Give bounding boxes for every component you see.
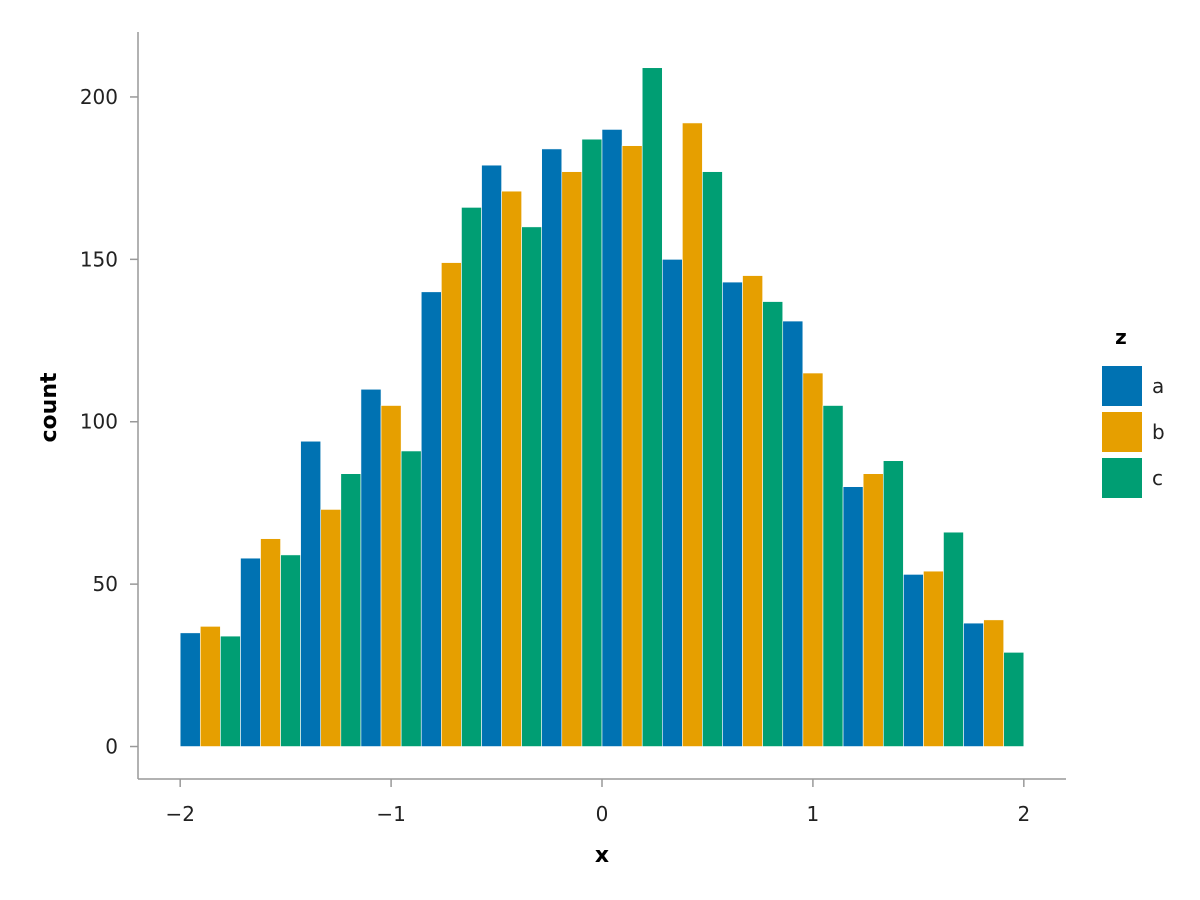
y-tick-label: 200 xyxy=(80,85,118,109)
bar-b-4 xyxy=(441,262,462,747)
bar-a-8 xyxy=(662,259,683,747)
bar-a-0 xyxy=(179,632,201,747)
x-tick-label: −2 xyxy=(165,802,194,826)
bar-b-9 xyxy=(742,275,763,747)
bars-group xyxy=(179,67,1025,747)
bar-b-12 xyxy=(923,570,944,747)
y-tick-label: 0 xyxy=(105,735,118,759)
bar-a-10 xyxy=(782,320,804,747)
bar-c-9 xyxy=(762,301,784,747)
legend-label-c: c xyxy=(1152,466,1163,490)
x-axis-title: x xyxy=(595,843,609,868)
bar-b-13 xyxy=(983,619,1005,747)
legend-swatch-b xyxy=(1102,412,1142,452)
bar-c-3 xyxy=(400,450,422,747)
bar-c-12 xyxy=(943,531,964,747)
bar-b-7 xyxy=(621,145,643,747)
bar-a-7 xyxy=(601,129,623,747)
legend-label-b: b xyxy=(1152,420,1165,444)
legend: z abc xyxy=(1102,325,1165,498)
bar-c-8 xyxy=(702,171,723,747)
legend-swatch-c xyxy=(1102,458,1142,498)
bar-c-13 xyxy=(1003,652,1025,747)
bar-a-1 xyxy=(240,557,261,747)
x-tick-label: 0 xyxy=(596,802,609,826)
bar-b-3 xyxy=(380,405,402,747)
legend-swatch-a xyxy=(1102,366,1142,406)
bar-c-6 xyxy=(581,138,603,747)
bar-a-13 xyxy=(963,622,984,747)
bar-b-2 xyxy=(320,509,342,747)
bar-c-1 xyxy=(280,554,301,747)
bar-a-11 xyxy=(842,486,864,747)
bar-b-6 xyxy=(561,171,583,747)
bar-c-11 xyxy=(882,460,904,747)
bar-a-4 xyxy=(420,291,442,747)
y-ticks-group: 0 50 100 150 200 xyxy=(80,85,138,759)
bar-b-0 xyxy=(199,626,221,747)
bar-c-4 xyxy=(461,207,482,747)
y-tick-label: 100 xyxy=(80,410,118,434)
bar-a-6 xyxy=(541,148,563,747)
bar-b-8 xyxy=(682,122,703,747)
bar-a-9 xyxy=(722,281,743,747)
bar-a-2 xyxy=(300,440,322,747)
bar-b-5 xyxy=(501,190,522,747)
x-ticks-group: −2 −1 0 1 2 xyxy=(165,779,1030,826)
legend-title: z xyxy=(1115,325,1127,349)
x-tick-label: 2 xyxy=(1017,802,1030,826)
bar-a-12 xyxy=(903,574,924,747)
legend-label-a: a xyxy=(1152,374,1164,398)
bar-b-1 xyxy=(260,538,281,747)
bar-b-11 xyxy=(862,473,884,747)
y-tick-label: 50 xyxy=(93,572,118,596)
bar-c-0 xyxy=(220,635,241,747)
bar-c-7 xyxy=(641,67,663,747)
bar-c-5 xyxy=(521,226,542,747)
x-tick-label: −1 xyxy=(376,802,405,826)
y-tick-label: 150 xyxy=(80,247,118,271)
bar-a-5 xyxy=(481,164,502,747)
bar-c-10 xyxy=(822,405,844,747)
bar-c-2 xyxy=(340,473,362,747)
bar-a-3 xyxy=(360,388,382,747)
y-axis-title: count xyxy=(37,372,62,442)
x-tick-label: 1 xyxy=(807,802,820,826)
bar-b-10 xyxy=(802,372,824,747)
